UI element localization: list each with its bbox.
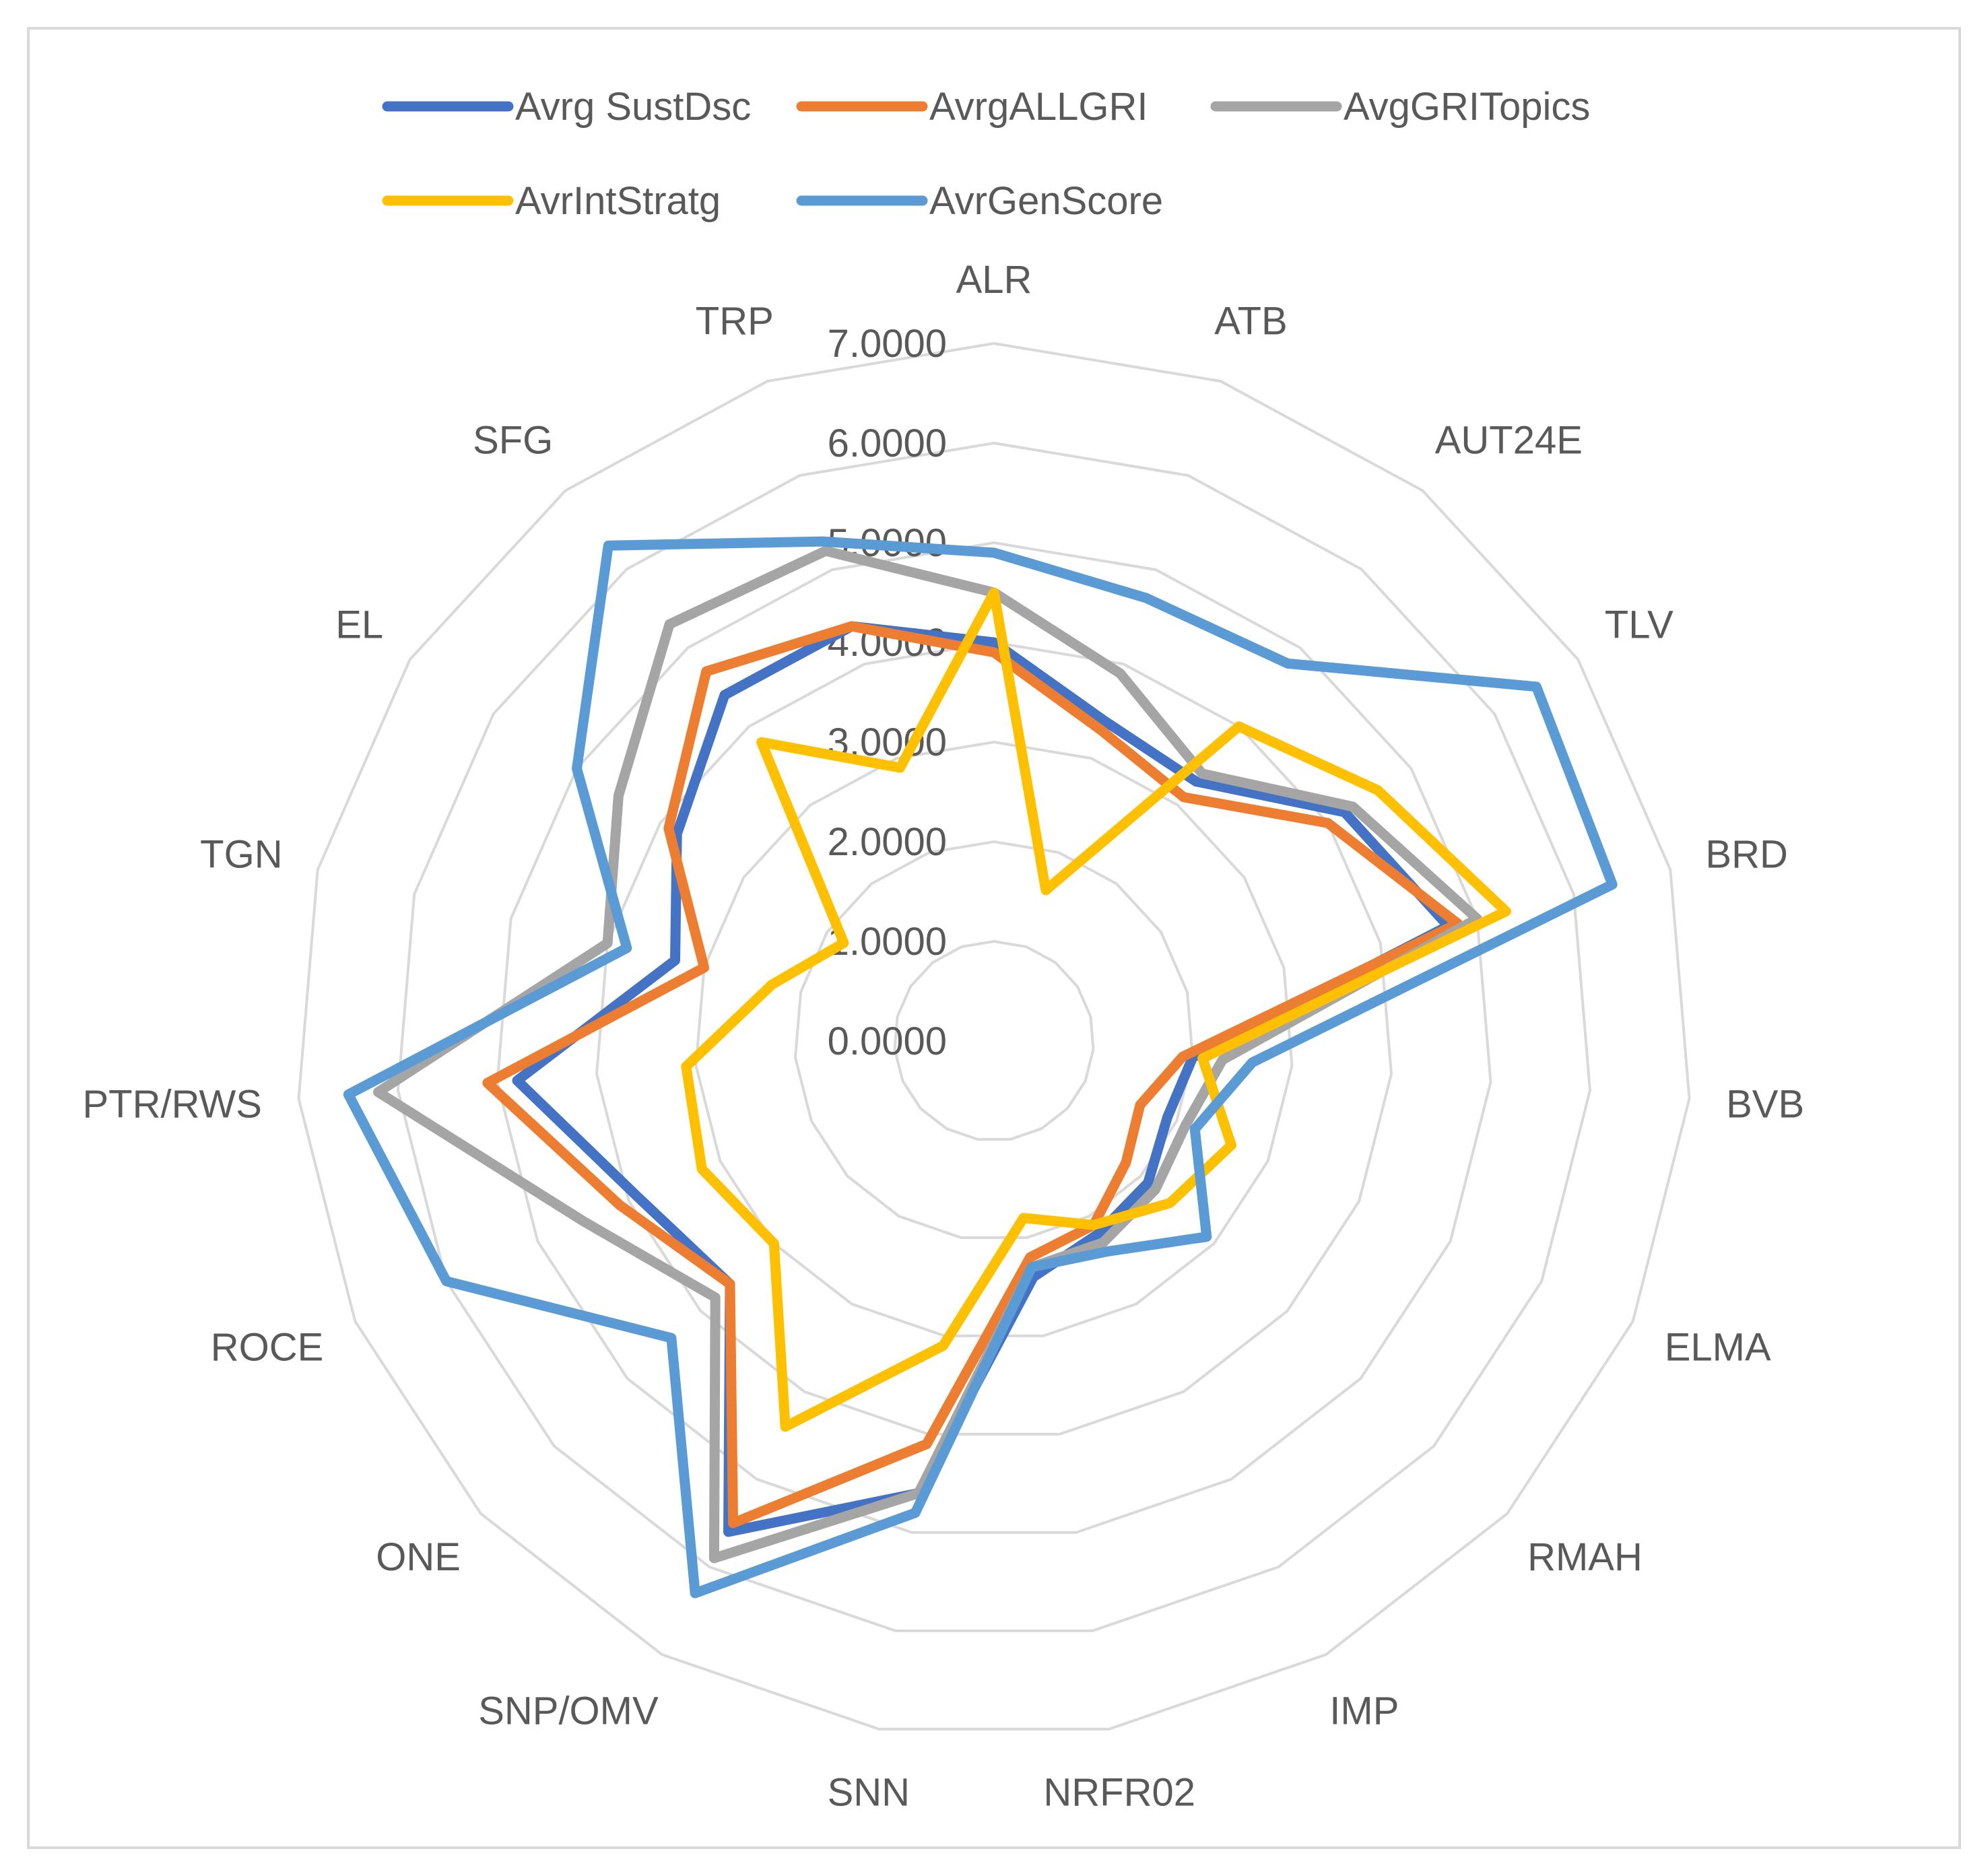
legend-item-avggritopics: AvgGRITopics: [1210, 85, 1590, 129]
series-line-avrintstratg: [681, 587, 1511, 1432]
series-line-avrgenscore: [343, 536, 1618, 1599]
category-labels: ALR ATB AUT24E TLV BRD BVB ELMA RMAH IMP NRFR02 SN…: [83, 258, 1805, 1815]
grid-ring-2: [793, 840, 1195, 1239]
legend-label: AvrgALLGRI: [929, 85, 1148, 129]
category-label-el: EL: [335, 603, 383, 646]
data-series: [343, 536, 1618, 1599]
category-label-elma: ELMA: [1665, 1325, 1771, 1369]
category-label-bvb: BVB: [1726, 1082, 1804, 1126]
legend-item-avrintstratg: AvrIntStratg: [382, 179, 721, 223]
chart-frame: [27, 27, 1961, 1849]
legend-item-avrgenscore: AvrGenScore: [796, 179, 1163, 223]
legend-label: AvrIntStratg: [515, 179, 721, 223]
grid-ring-1: [893, 939, 1095, 1141]
category-label-atb: ATB: [1214, 299, 1288, 343]
legend-label: Avrg SustDsc: [515, 85, 751, 129]
legend-label: AvrGenScore: [929, 179, 1163, 223]
legend: Avrg SustDsc AvrgALLGRI AvgGRITopics AvrInt…: [382, 85, 1590, 223]
grid-ring-3: [694, 740, 1294, 1337]
category-label-snp-omv: SNP/OMV: [478, 1689, 659, 1733]
tick-label: 2.0000: [828, 820, 947, 864]
tick-label: 0.0000: [828, 1019, 947, 1063]
legend-label: AvgGRITopics: [1344, 85, 1590, 129]
category-label-tlv: TLV: [1605, 603, 1674, 646]
category-label-snn: SNN: [828, 1771, 910, 1815]
category-label-brd: BRD: [1705, 832, 1787, 876]
grid-ring-6: [396, 441, 1592, 1632]
category-label-imp: IMP: [1329, 1689, 1399, 1733]
tick-label: 6.0000: [828, 422, 947, 465]
radar-grid: [297, 341, 1691, 1731]
series-line-avrgallgri: [482, 621, 1463, 1529]
category-label-one: ONE: [376, 1535, 461, 1579]
category-label-sfg: SFG: [473, 419, 553, 463]
category-label-ptr-rws: PTR/RWS: [83, 1082, 262, 1126]
category-label-trp: TRP: [696, 299, 774, 343]
tick-label: 7.0000: [828, 322, 947, 366]
category-label-alr: ALR: [956, 258, 1032, 302]
radial-axis-ticks: 0.00001.00002.00003.00004.00005.00006.00…: [828, 322, 947, 1063]
category-label-nrfr02: NRFR02: [1043, 1771, 1195, 1815]
category-label-tgn: TGN: [200, 832, 282, 876]
grid-ring-4: [595, 640, 1393, 1436]
category-label-aut24e: AUT24E: [1435, 419, 1583, 463]
legend-item-avrgallgri: AvrgALLGRI: [796, 85, 1148, 129]
category-label-rmah: RMAH: [1527, 1535, 1643, 1579]
grid-ring-5: [496, 541, 1492, 1534]
category-label-roce: ROCE: [211, 1325, 324, 1369]
legend-item-avrg-sustdsc: Avrg SustDsc: [382, 85, 751, 129]
grid-ring-7: [297, 341, 1691, 1731]
